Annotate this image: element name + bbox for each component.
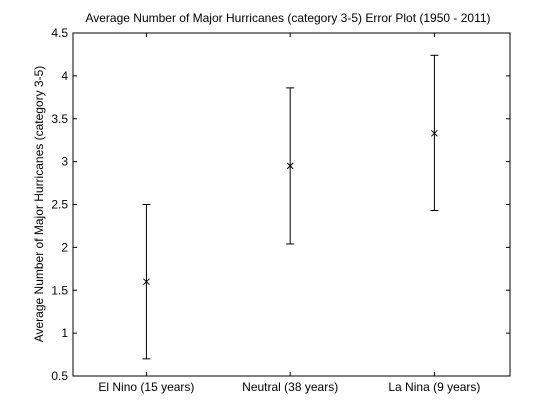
y-tick-label: 1 bbox=[61, 326, 68, 340]
y-tick-label: 0.5 bbox=[51, 369, 68, 383]
plot-area bbox=[72, 32, 511, 377]
mean-marker-stroke-b bbox=[143, 278, 150, 286]
chart-title: Average Number of Major Hurricanes (cate… bbox=[85, 11, 490, 25]
mean-marker-stroke-b bbox=[431, 129, 438, 137]
mean-marker bbox=[286, 162, 294, 170]
y-axis-ticks: 0.5 1 1.5 2 2.5 3 3.5 4 4.5 bbox=[51, 26, 510, 383]
y-tick-label: 4.5 bbox=[51, 26, 68, 40]
error-bar-series bbox=[142, 54, 439, 360]
mean-marker bbox=[143, 278, 150, 286]
x-tick-label: La Nina (9 years) bbox=[388, 380, 480, 394]
x-tick-label: El Nino (15 years) bbox=[98, 380, 194, 394]
y-tick-label: 4 bbox=[61, 69, 68, 83]
mean-marker bbox=[431, 129, 438, 137]
x-axis-ticks: El Nino (15 years) Neutral (38 years) La N… bbox=[98, 33, 480, 394]
y-tick-label: 2 bbox=[61, 240, 68, 254]
y-axis-label: Average Number of Major Hurricanes (cate… bbox=[32, 66, 46, 343]
y-tick-label: 2.5 bbox=[51, 198, 68, 212]
y-tick-label: 3.5 bbox=[51, 112, 68, 126]
y-tick-label: 1.5 bbox=[51, 283, 68, 297]
y-tick-label: 3 bbox=[61, 155, 68, 169]
x-tick-label: Neutral (38 years) bbox=[242, 380, 338, 394]
mean-marker-stroke-b bbox=[286, 162, 294, 170]
